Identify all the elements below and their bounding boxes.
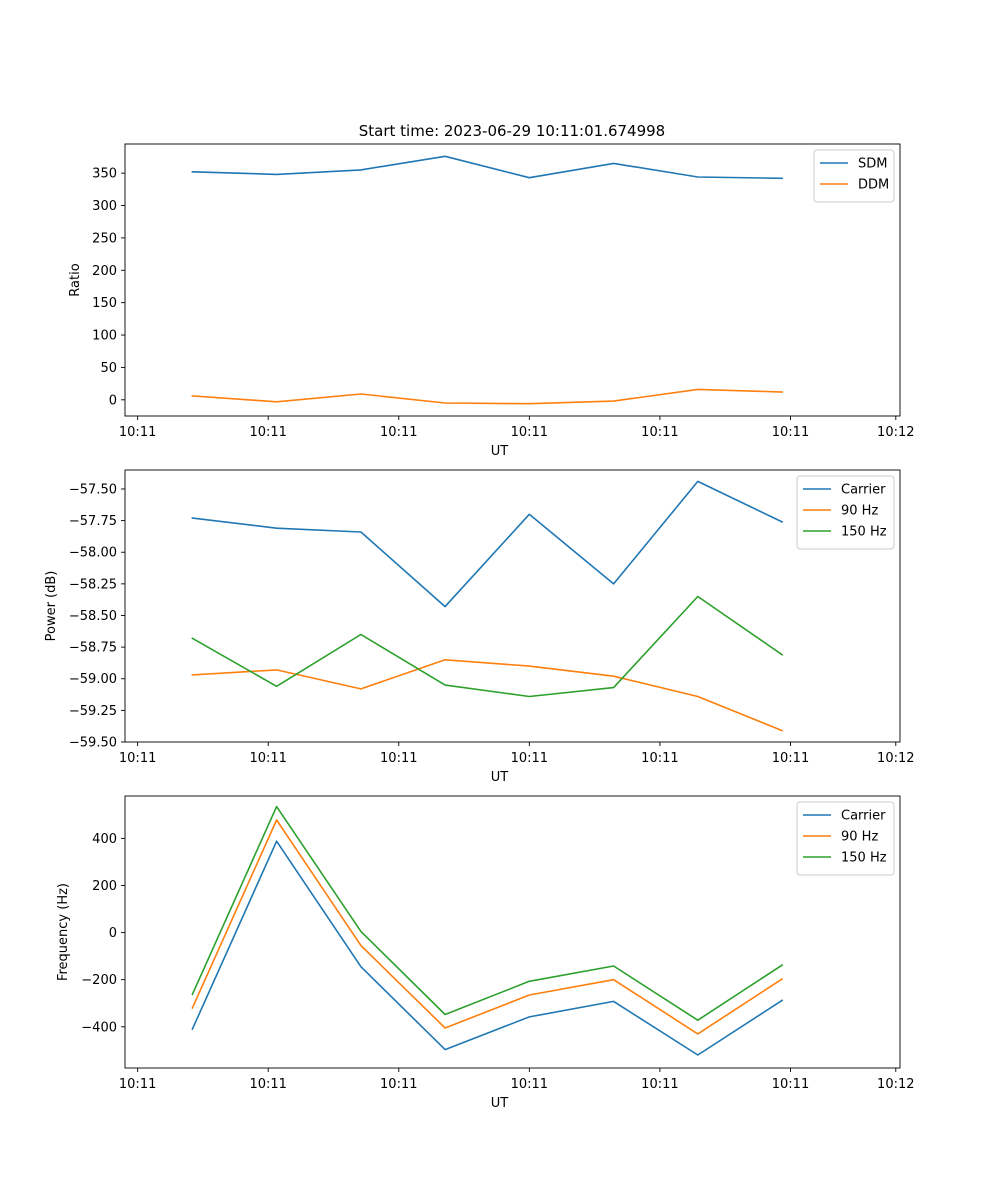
x-tick-label: 10:11 bbox=[119, 751, 156, 766]
y-axis-label: Ratio bbox=[68, 263, 83, 296]
series-line-150-hz bbox=[191, 805, 784, 1022]
y-tick-label: −58.00 bbox=[69, 546, 117, 561]
legend-label: 150 Hz bbox=[841, 851, 887, 866]
y-tick-label: −57.75 bbox=[69, 514, 117, 529]
series-line-90-hz bbox=[191, 658, 784, 732]
y-tick-label: 50 bbox=[100, 361, 117, 376]
y-tick-label: 250 bbox=[92, 231, 117, 246]
x-tick-label: 10:11 bbox=[380, 1077, 417, 1092]
legend: Carrier 90 Hz 150 Hz bbox=[796, 801, 895, 876]
legend-label: Carrier bbox=[841, 483, 886, 498]
series-line-90-hz bbox=[191, 819, 784, 1035]
x-tick-label: 10:11 bbox=[249, 1077, 286, 1092]
y-tick-label: 350 bbox=[92, 167, 117, 182]
axes-frame bbox=[124, 469, 901, 743]
y-tick-label: −58.75 bbox=[69, 641, 117, 656]
series-line-sdm bbox=[191, 155, 783, 180]
y-tick-label: −59.25 bbox=[69, 704, 117, 719]
x-tick-label: 10:11 bbox=[119, 425, 156, 440]
chart-title: Start time: 2023-06-29 10:11:01.674998 bbox=[359, 122, 665, 140]
legend-label: SDM bbox=[858, 157, 887, 172]
legend-label: 150 Hz bbox=[841, 525, 887, 540]
series-line-carrier bbox=[191, 480, 784, 608]
x-axis-label: UT bbox=[491, 444, 509, 459]
y-tick-label: 300 bbox=[92, 199, 117, 214]
y-tick-label: 0 bbox=[109, 926, 117, 941]
x-axis-label: UT bbox=[491, 770, 509, 785]
y-tick-label: 200 bbox=[92, 879, 117, 894]
series-line-ddm bbox=[191, 388, 783, 405]
legend-label: Carrier bbox=[841, 809, 886, 824]
x-tick-label: 10:12 bbox=[877, 1077, 914, 1092]
x-tick-label: 10:11 bbox=[249, 425, 286, 440]
y-tick-label: 400 bbox=[92, 832, 117, 847]
y-axis-label: Power (dB) bbox=[44, 571, 59, 642]
subplot-3: 10:11 10:11 10:11 10:11 10:11 10:11 10:12 −400 −… bbox=[56, 795, 915, 1111]
y-tick-label: −200 bbox=[81, 973, 117, 988]
y-tick-label: −58.25 bbox=[69, 577, 117, 592]
x-tick-label: 10:11 bbox=[249, 751, 286, 766]
series-line-150-hz bbox=[191, 595, 784, 698]
y-tick-label: −400 bbox=[81, 1020, 117, 1035]
x-tick-label: 10:11 bbox=[641, 751, 678, 766]
legend-label: DDM bbox=[858, 178, 889, 193]
y-tick-label: −58.50 bbox=[69, 609, 117, 624]
subplot-1: 10:11 10:11 10:11 10:11 10:11 10:11 10:12 0 50 10… bbox=[68, 143, 915, 459]
x-tick-label: 10:11 bbox=[380, 751, 417, 766]
x-tick-label: 10:12 bbox=[877, 425, 914, 440]
x-tick-label: 10:11 bbox=[772, 751, 809, 766]
y-tick-label: −57.50 bbox=[69, 482, 117, 497]
x-tick-label: 10:11 bbox=[119, 1077, 156, 1092]
x-tick-label: 10:11 bbox=[511, 425, 548, 440]
axes-frame bbox=[124, 795, 901, 1069]
x-tick-label: 10:11 bbox=[641, 1077, 678, 1092]
legend-label: 90 Hz bbox=[841, 504, 878, 519]
x-tick-label: 10:11 bbox=[641, 425, 678, 440]
y-tick-label: −59.00 bbox=[69, 672, 117, 687]
axes-frame bbox=[124, 143, 901, 417]
x-tick-label: 10:11 bbox=[511, 751, 548, 766]
x-axis-label: UT bbox=[491, 1096, 509, 1111]
legend: SDM DDM bbox=[813, 149, 895, 203]
y-tick-label: 0 bbox=[109, 393, 117, 408]
x-tick-label: 10:11 bbox=[772, 425, 809, 440]
subplot-2: 10:11 10:11 10:11 10:11 10:11 10:11 10:12 −59.5… bbox=[44, 469, 915, 785]
y-tick-label: 200 bbox=[92, 264, 117, 279]
y-tick-label: 100 bbox=[92, 329, 117, 344]
y-axis-label: Frequency (Hz) bbox=[56, 883, 71, 981]
x-tick-label: 10:12 bbox=[877, 751, 914, 766]
y-tick-label: 150 bbox=[92, 296, 117, 311]
series-line-carrier bbox=[191, 840, 784, 1056]
legend-label: 90 Hz bbox=[841, 830, 878, 845]
y-tick-label: −59.50 bbox=[69, 736, 117, 751]
x-tick-label: 10:11 bbox=[380, 425, 417, 440]
x-tick-label: 10:11 bbox=[772, 1077, 809, 1092]
x-tick-label: 10:11 bbox=[511, 1077, 548, 1092]
legend: Carrier 90 Hz 150 Hz bbox=[796, 475, 895, 550]
